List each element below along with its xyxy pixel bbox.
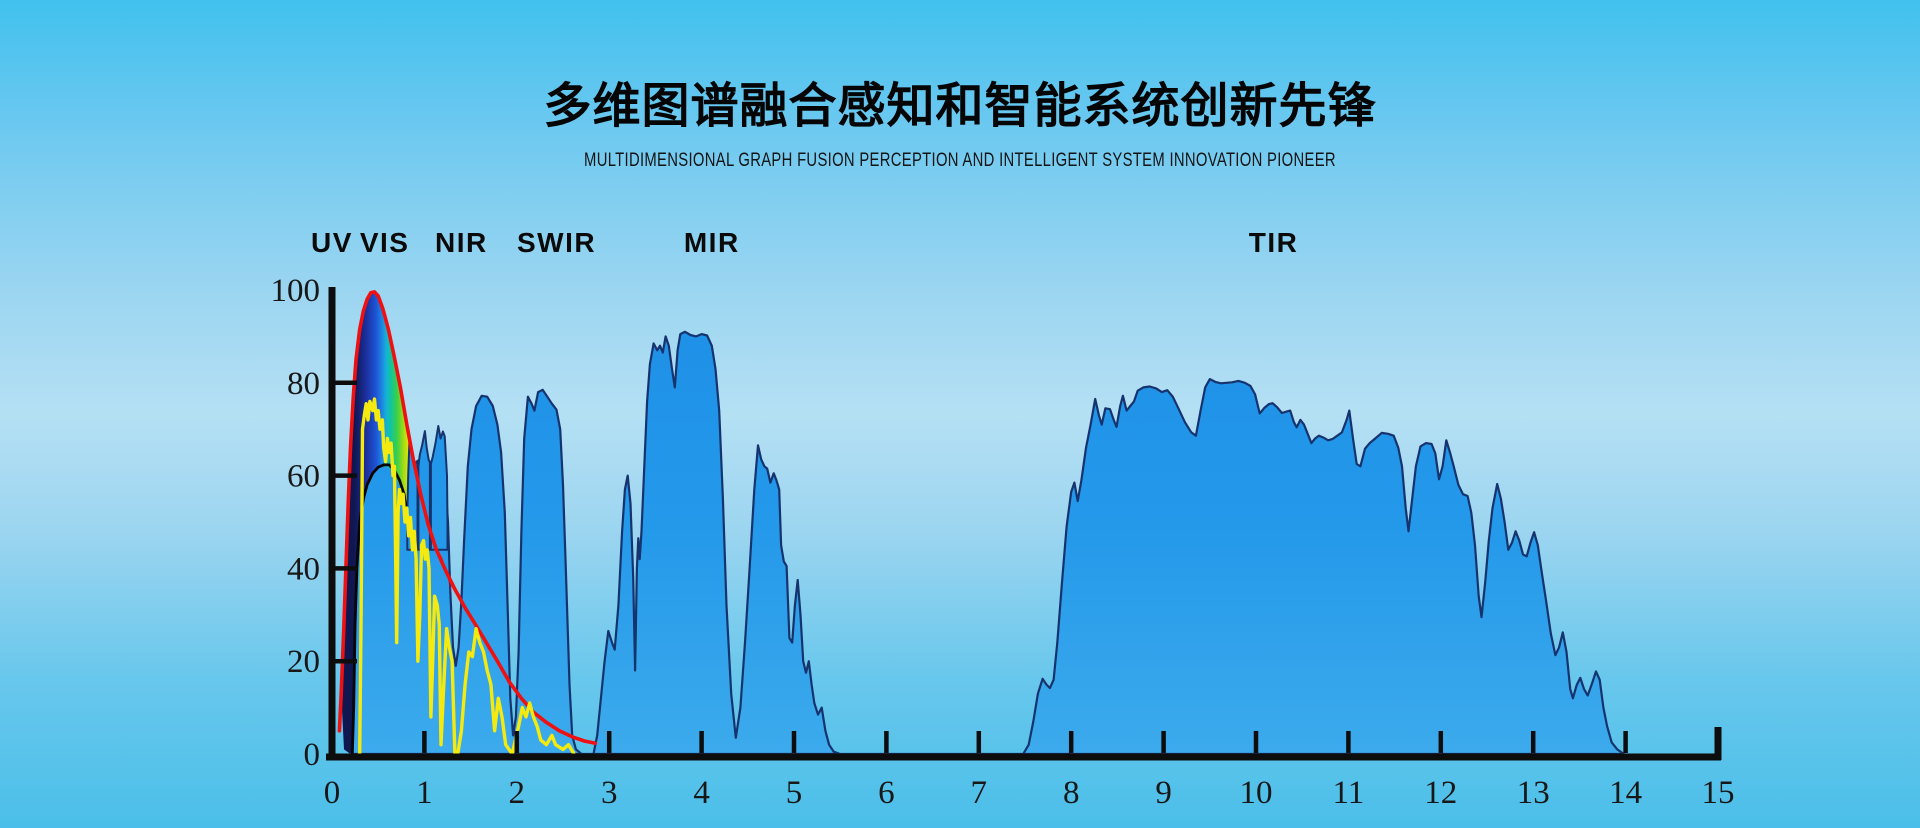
window-peak: [429, 425, 449, 551]
band-label-uv: UV: [311, 227, 353, 258]
band-label-nir: NIR: [435, 227, 488, 258]
page-subtitle: MULTIDIMENSIONAL GRAPH FUSION PERCEPTION…: [584, 150, 1336, 171]
x-tick-label: 12: [1424, 775, 1457, 811]
solar-curve: [358, 397, 576, 756]
x-tick-label: 15: [1702, 775, 1735, 811]
x-tick-label: 1: [416, 775, 433, 811]
page-title: 多维图谱融合感知和智能系统创新先锋: [543, 80, 1377, 133]
y-tick-label: 0: [304, 737, 321, 773]
y-tick-label: 80: [287, 366, 320, 402]
band-label-tir: TIR: [1249, 227, 1299, 258]
page-subtitle-wrap: MULTIDIMENSIONAL GRAPH FUSION PERCEPTION…: [0, 150, 1920, 172]
band-label-swir: SWIR: [517, 227, 596, 258]
x-tick-label: 13: [1517, 775, 1550, 811]
x-tick-label: 9: [1155, 775, 1172, 811]
transmission-area: [351, 330, 1625, 756]
y-tick-label: 60: [287, 459, 320, 495]
y-tick-label: 100: [271, 273, 321, 309]
y-tick-label: 40: [287, 551, 320, 587]
x-tick-label: 7: [971, 775, 988, 811]
x-tick-label: 0: [324, 775, 341, 811]
dome-outline: [350, 463, 409, 756]
x-tick-label: 10: [1240, 775, 1273, 811]
x-tick-label: 6: [878, 775, 895, 811]
y-tick-label: 20: [287, 644, 320, 680]
blackbody-curve: [337, 290, 598, 746]
x-tick-label: 5: [786, 775, 803, 811]
x-tick-label: 14: [1609, 775, 1642, 811]
band-label-vis: VIS: [360, 227, 410, 258]
x-tick-label: 8: [1063, 775, 1080, 811]
x-tick-label: 4: [693, 775, 710, 811]
x-tick-label: 3: [601, 775, 618, 811]
band-label-mir: MIR: [684, 227, 740, 258]
x-tick-label: 11: [1333, 775, 1365, 811]
x-tick-label: 2: [509, 775, 526, 811]
